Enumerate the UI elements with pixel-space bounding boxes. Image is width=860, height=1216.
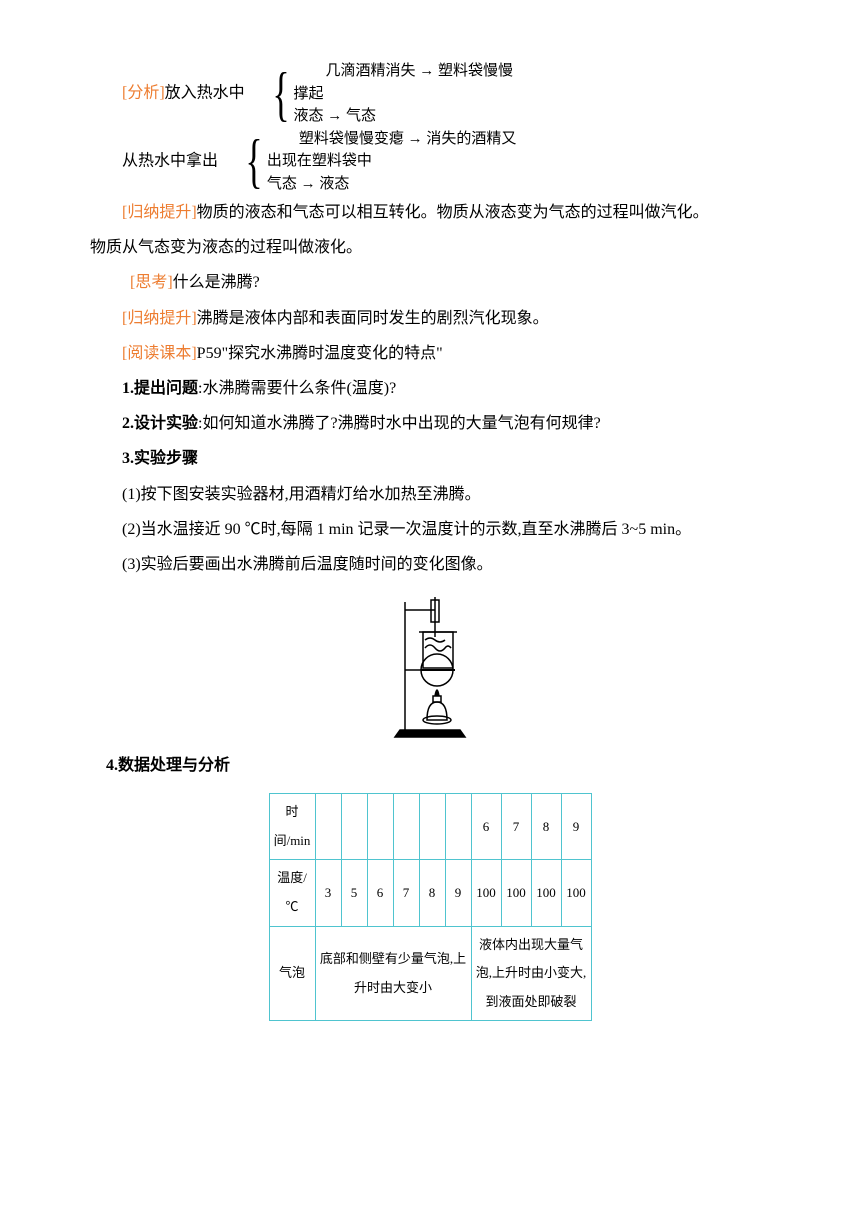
r2c8: 100 — [531, 860, 561, 926]
data-table-wrap: 时间/min 6 7 8 9 温度/℃ 3 5 6 7 8 9 100 100 … — [90, 793, 770, 1021]
table-row-time: 时间/min 6 7 8 9 — [269, 794, 591, 860]
brace-icon: { — [253, 64, 289, 124]
row1-head: 时间/min — [269, 794, 315, 860]
read-text: P59"探究水沸腾时温度变化的特点" — [197, 345, 443, 362]
q4-line: 4.数据处理与分析 — [90, 748, 770, 783]
r1c8: 8 — [531, 794, 561, 860]
row3-right: 液体内出现大量气泡,上升时由小变大,到液面处即破裂 — [471, 926, 591, 1021]
data-table: 时间/min 6 7 8 9 温度/℃ 3 5 6 7 8 9 100 100 … — [269, 793, 592, 1021]
r1c5 — [445, 794, 471, 860]
r1c3 — [393, 794, 419, 860]
r2c5: 9 — [445, 860, 471, 926]
row3-head: 气泡 — [269, 926, 315, 1021]
r2c0: 3 — [315, 860, 341, 926]
q3-label: 3.实验步骤 — [122, 450, 198, 467]
brace-content-2: 塑料袋慢慢变瘪 → 消失的酒精又出现在塑料袋中气态 → 液态 — [267, 128, 517, 196]
read-line: [阅读课本]P59"探究水沸腾时温度变化的特点" — [90, 336, 770, 371]
brace-block-2: {塑料袋慢慢变瘪 → 消失的酒精又出现在塑料袋中气态 → 液态 — [218, 128, 516, 196]
think-text: 什么是沸腾? — [173, 274, 260, 291]
q2-label: 2.设计实验 — [122, 415, 198, 432]
brace-block-1: {几滴酒精消失 → 塑料袋慢慢撑起液态 → 气态 — [245, 60, 513, 128]
apparatus-diagram — [375, 592, 485, 742]
summary2-label: [归纳提升] — [122, 310, 197, 327]
summary1-text1: 物质的液态和气态可以相互转化。物质从液态变为气态的过程叫做汽化。 — [197, 204, 709, 221]
a1-l3: 液态 → 气态 — [294, 108, 377, 124]
r2c9: 100 — [561, 860, 591, 926]
summary2-line: [归纳提升]沸腾是液体内部和表面同时发生的剧烈汽化现象。 — [90, 301, 770, 336]
analysis-label: [分析] — [122, 84, 165, 101]
analysis-block-1: [分析]放入热水中{几滴酒精消失 → 塑料袋慢慢撑起液态 → 气态 — [90, 60, 770, 128]
r2c1: 5 — [341, 860, 367, 926]
r2c2: 6 — [367, 860, 393, 926]
r2c4: 8 — [419, 860, 445, 926]
r2c3: 7 — [393, 860, 419, 926]
q1-text: :水沸腾需要什么条件(温度)? — [198, 380, 396, 397]
r1c1 — [341, 794, 367, 860]
table-row-temp: 温度/℃ 3 5 6 7 8 9 100 100 100 100 — [269, 860, 591, 926]
summary1-line2: 物质从气态变为液态的过程叫做液化。 — [90, 230, 770, 265]
r1c6: 6 — [471, 794, 501, 860]
row3-left: 底部和侧壁有少量气泡,上升时由大变小 — [315, 926, 471, 1021]
q2-line: 2.设计实验:如何知道水沸腾了?沸腾时水中出现的大量气泡有何规律? — [90, 406, 770, 441]
a1-l2: 撑起 — [294, 86, 324, 102]
q4-label: 4.数据处理与分析 — [106, 757, 230, 774]
brace-icon: { — [226, 131, 262, 191]
summary1-label: [归纳提升] — [122, 204, 197, 221]
q1-line: 1.提出问题:水沸腾需要什么条件(温度)? — [90, 371, 770, 406]
step-2: (2)当水温接近 90 ℃时,每隔 1 min 记录一次温度计的示数,直至水沸腾… — [90, 512, 770, 547]
r1c9: 9 — [561, 794, 591, 860]
r1c2 — [367, 794, 393, 860]
table-row-bubble: 气泡 底部和侧壁有少量气泡,上升时由大变小 液体内出现大量气泡,上升时由小变大,… — [269, 926, 591, 1021]
think-line: [思考]什么是沸腾? — [90, 265, 770, 300]
summary1-line1: [归纳提升]物质的液态和气态可以相互转化。物质从液态变为气态的过程叫做汽化。 — [90, 195, 770, 230]
a1-l1: 几滴酒精消失 → 塑料袋慢慢 — [326, 63, 514, 79]
step-1: (1)按下图安装实验器材,用酒精灯给水加热至沸腾。 — [90, 477, 770, 512]
analysis-lead-1: 放入热水中 — [165, 84, 245, 101]
q2-text: :如何知道水沸腾了?沸腾时水中出现的大量气泡有何规律? — [198, 415, 601, 432]
summary2-text: 沸腾是液体内部和表面同时发生的剧烈汽化现象。 — [197, 310, 549, 327]
analysis-lead-2: 从热水中拿出 — [122, 152, 218, 169]
r1c7: 7 — [501, 794, 531, 860]
step-3: (3)实验后要画出水沸腾前后温度随时间的变化图像。 — [90, 547, 770, 582]
analysis-block-2: 从热水中拿出{塑料袋慢慢变瘪 → 消失的酒精又出现在塑料袋中气态 → 液态 — [90, 128, 770, 196]
think-label: [思考] — [130, 274, 173, 291]
r1c0 — [315, 794, 341, 860]
row2-head: 温度/℃ — [269, 860, 315, 926]
r2c6: 100 — [471, 860, 501, 926]
a2-l1: 塑料袋慢慢变瘪 → 消失的酒精又 — [299, 131, 517, 147]
a2-l2: 出现在塑料袋中 — [267, 153, 372, 169]
q3-line: 3.实验步骤 — [90, 441, 770, 476]
read-label: [阅读课本] — [122, 345, 197, 362]
a2-l3: 气态 → 液态 — [267, 176, 350, 192]
q1-label: 1.提出问题 — [122, 380, 198, 397]
brace-content-1: 几滴酒精消失 → 塑料袋慢慢撑起液态 → 气态 — [294, 60, 514, 128]
r2c7: 100 — [501, 860, 531, 926]
r1c4 — [419, 794, 445, 860]
